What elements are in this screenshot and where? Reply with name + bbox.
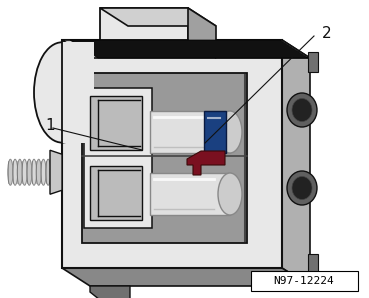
Text: N97-12224: N97-12224: [274, 276, 334, 286]
Ellipse shape: [27, 159, 32, 185]
FancyBboxPatch shape: [62, 42, 94, 143]
FancyBboxPatch shape: [308, 254, 318, 274]
Polygon shape: [70, 40, 308, 58]
FancyBboxPatch shape: [90, 166, 142, 220]
FancyBboxPatch shape: [150, 173, 230, 215]
Ellipse shape: [55, 159, 60, 185]
Ellipse shape: [218, 173, 242, 215]
Ellipse shape: [287, 93, 317, 127]
FancyBboxPatch shape: [82, 73, 247, 243]
Ellipse shape: [218, 111, 242, 153]
Polygon shape: [62, 40, 310, 58]
Ellipse shape: [46, 159, 51, 185]
Polygon shape: [282, 40, 310, 286]
FancyBboxPatch shape: [251, 271, 358, 291]
FancyBboxPatch shape: [100, 8, 188, 40]
FancyBboxPatch shape: [84, 88, 152, 228]
Polygon shape: [50, 150, 62, 194]
FancyBboxPatch shape: [150, 111, 230, 153]
Polygon shape: [90, 286, 130, 298]
FancyBboxPatch shape: [204, 111, 226, 153]
Ellipse shape: [8, 159, 13, 185]
Ellipse shape: [292, 99, 312, 122]
Polygon shape: [62, 268, 310, 286]
Text: 1: 1: [45, 119, 55, 134]
FancyBboxPatch shape: [308, 52, 318, 72]
Ellipse shape: [41, 159, 46, 185]
Polygon shape: [187, 151, 225, 175]
Ellipse shape: [22, 159, 27, 185]
Ellipse shape: [287, 171, 317, 205]
Ellipse shape: [34, 42, 90, 143]
Ellipse shape: [292, 176, 312, 199]
Ellipse shape: [36, 159, 41, 185]
Ellipse shape: [50, 159, 55, 185]
Ellipse shape: [31, 159, 37, 185]
FancyBboxPatch shape: [90, 96, 142, 150]
FancyBboxPatch shape: [62, 40, 282, 268]
Ellipse shape: [17, 159, 23, 185]
Polygon shape: [188, 8, 216, 58]
Polygon shape: [100, 8, 216, 26]
Ellipse shape: [13, 159, 18, 185]
Text: 2: 2: [322, 27, 332, 41]
